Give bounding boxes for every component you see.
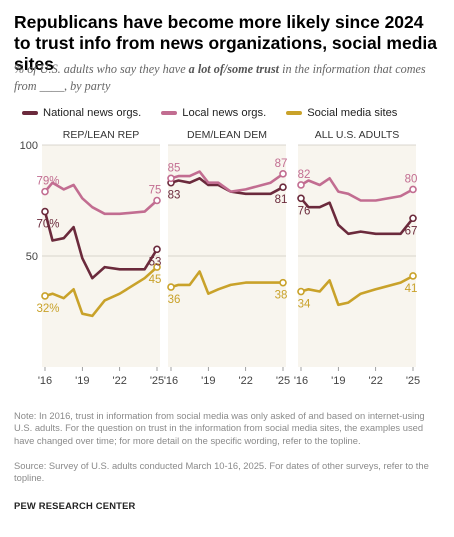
line-chart: REP/LEAN REP '16 '19 '22 '25 79% 70% 32% 75 53 45 5… (20, 129, 421, 387)
legend-label-social: Social media sites (307, 107, 398, 119)
panel-1-line-national-news-orgs (43, 210, 159, 280)
panel-3-end-label-social-media-sites: 41 (405, 283, 418, 295)
panel-1-end-label-national-news-orgs: 53 (149, 256, 162, 268)
panel-3-xtick-label-2019: '19 (331, 375, 345, 387)
panel-1-xtick-label-2019: '19 (75, 375, 89, 387)
panel-3-start-label-social-media-sites: 34 (298, 299, 311, 311)
panel-1-xtick-label-2022: '22 (112, 375, 126, 387)
panel-3-start-label-national-news-orgs: 76 (298, 205, 311, 217)
panel-1-end-point-national-news-orgs (153, 245, 161, 254)
panel-1-xtick-label-2016: '16 (38, 375, 52, 387)
panel-2-start-point-local-news-orgs (167, 174, 175, 183)
panel-2-line-social-media-sites (169, 270, 285, 295)
panel-3-xtick-label-2016: '16 (294, 375, 308, 387)
chart-title: Republicans have become more likely sinc… (14, 12, 437, 74)
legend-label-national: National news orgs. (43, 107, 142, 119)
y-tick-label-50: 50 (26, 251, 38, 263)
panel-3-start-label-local-news-orgs: 82 (298, 169, 311, 181)
panel-3-start-point-national-news-orgs (297, 194, 305, 203)
panel-1-start-point-social-media-sites (41, 292, 49, 300)
panel-1-title: REP/LEAN REP (63, 129, 139, 141)
panel-3-line-social-media-sites (299, 274, 415, 307)
panel-2-end-label-local-news-orgs: 87 (275, 158, 288, 170)
panel-3-xtick-label-2025: '25 (406, 375, 420, 387)
legend-swatch-social (286, 111, 303, 115)
panel-2-xtick-label-2025: '25 (276, 375, 290, 387)
legend-label-local: Local news orgs. (182, 107, 267, 119)
panel-1-end-point-local-news-orgs (153, 196, 161, 205)
legend-swatch-local (161, 111, 178, 115)
panel-2-end-point-social-media-sites (279, 278, 287, 287)
subtitle-emphasis: a lot of/some trust (188, 62, 280, 76)
panel-2-xtick-label-2022: '22 (238, 375, 252, 387)
panel-1-line-social-media-sites (43, 265, 159, 318)
panel-2-start-label-local-news-orgs: 85 (168, 162, 181, 174)
panel-2-line-national-news-orgs (169, 177, 285, 196)
panel-1-start-label-national-news-orgs: 70% (36, 219, 59, 231)
panel-1-end-label-local-news-orgs: 75 (149, 185, 162, 197)
panel-2-xtick-label-2016: '16 (164, 375, 178, 387)
legend-swatch-national (22, 111, 38, 115)
panel-2-end-point-national-news-orgs (279, 183, 287, 191)
panel-1-start-point-national-news-orgs (41, 207, 49, 216)
panel-3-end-point-local-news-orgs (409, 185, 417, 194)
panel-3-end-label-local-news-orgs: 80 (405, 173, 418, 185)
panel-3-end-point-social-media-sites (409, 272, 417, 280)
panel-2-start-label-social-media-sites: 36 (168, 294, 181, 306)
source-note: Source: Survey of U.S. adults conducted … (14, 460, 429, 484)
panel-3-end-point-national-news-orgs (409, 214, 417, 223)
panel-1-xtick-label-2025: '25 (150, 375, 164, 387)
panel-2-end-label-national-news-orgs: 81 (275, 194, 288, 206)
legend-item-national: National news orgs. (22, 107, 141, 119)
chart-subtitle: % of U.S. adults who say they have a lot… (14, 62, 426, 93)
panel-2-start-point-social-media-sites (167, 283, 175, 291)
panel-3-start-point-social-media-sites (297, 287, 305, 296)
panel-3-start-point-local-news-orgs (297, 181, 305, 189)
panel-3-line-national-news-orgs (299, 197, 415, 236)
panel-2-end-label-social-media-sites: 38 (275, 290, 288, 302)
panel-2-line-local-news-orgs (169, 170, 285, 193)
panel-1-start-label-local-news-orgs: 79% (36, 176, 59, 188)
panel-1-start-point-local-news-orgs (41, 187, 49, 196)
footnote: Note: In 2016, trust in information from… (14, 410, 425, 446)
panel-2-title: DEM/LEAN DEM (187, 129, 267, 141)
panel-2-xtick-label-2019: '19 (201, 375, 215, 387)
panel-3-end-label-national-news-orgs: 67 (405, 225, 418, 237)
panel-3-xtick-label-2022: '22 (368, 375, 382, 387)
panel-3-line-local-news-orgs (299, 177, 415, 202)
panel-1-line-local-news-orgs (43, 181, 159, 216)
panel-2-start-label-national-news-orgs: 83 (168, 190, 181, 202)
y-tick-label-100: 100 (20, 140, 38, 152)
panel-1-end-label-social-media-sites: 45 (149, 274, 162, 286)
legend-item-local: Local news orgs. (161, 107, 266, 119)
panel-2-end-point-local-news-orgs (279, 170, 287, 178)
panel-3-title: ALL U.S. ADULTS (315, 129, 400, 141)
panel-1-end-point-social-media-sites (153, 263, 161, 271)
brand-logo-text: PEW RESEARCH CENTER (14, 500, 136, 511)
legend-item-social: Social media sites (286, 107, 397, 119)
legend: National news orgs. Local news orgs. Soc… (22, 107, 417, 119)
panel-1-start-label-social-media-sites: 32% (36, 303, 59, 315)
